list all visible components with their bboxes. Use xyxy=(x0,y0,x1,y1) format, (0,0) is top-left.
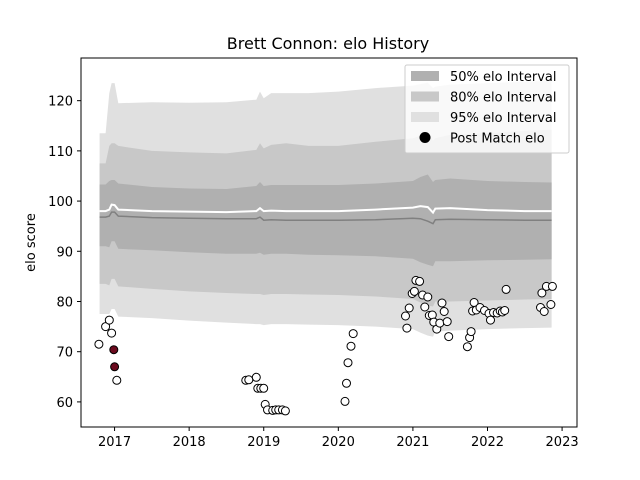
legend-band-swatch xyxy=(411,91,439,102)
post-match-elo-point xyxy=(259,383,269,393)
post-match-elo-point xyxy=(539,307,549,316)
y-tick-label: 70 xyxy=(56,346,73,361)
x-tick-label: 2019 xyxy=(247,435,280,450)
post-match-elo-point xyxy=(340,396,350,406)
post-match-elo-point xyxy=(346,341,356,351)
post-match-elo-point xyxy=(466,327,476,337)
post-match-elo-point xyxy=(342,378,351,388)
post-match-elo-point xyxy=(107,328,117,338)
post-match-elo-point xyxy=(110,362,120,372)
y-tick-label: 110 xyxy=(48,145,73,160)
y-axis-label: elo score xyxy=(24,213,39,272)
chart-title: Brett Connon: elo History xyxy=(227,34,429,53)
post-match-elo-point xyxy=(423,292,433,302)
x-tick-label: 2023 xyxy=(546,435,579,450)
post-match-elo-point xyxy=(486,315,495,325)
post-match-elo-point xyxy=(437,298,447,308)
post-match-elo-point xyxy=(401,311,410,321)
plot-frame xyxy=(80,57,578,428)
post-match-elo-point xyxy=(109,345,119,355)
post-match-elo-point xyxy=(435,318,445,328)
x-tick-label: 2020 xyxy=(322,435,355,450)
median-elo-line xyxy=(99,211,552,225)
post-match-elo-point xyxy=(409,286,419,296)
legend-label: 95% elo Interval xyxy=(450,111,557,126)
post-match-elo-point xyxy=(420,302,430,312)
y-tick-label: 90 xyxy=(56,245,73,260)
post-match-elo-point xyxy=(251,372,261,382)
post-match-elo-point xyxy=(547,281,557,291)
x-tick-label: 2021 xyxy=(396,435,429,450)
x-axis: 2017 2018 2019 2020 2021 2022 2023 xyxy=(98,427,579,450)
legend-box xyxy=(404,64,570,154)
legend: 50% elo Interval 80% elo Interval 95% elo … xyxy=(404,64,570,154)
legend-label: 50% elo Interval xyxy=(450,70,557,85)
post-match-elo-point xyxy=(402,323,412,333)
y-tick-label: 100 xyxy=(48,195,73,210)
post-match-elo-point xyxy=(94,339,104,349)
y-tick-label: 60 xyxy=(56,396,73,411)
post-match-elo-point xyxy=(244,375,254,385)
legend-label: 80% elo Interval xyxy=(450,91,557,106)
post-match-elo-point xyxy=(537,288,547,298)
post-match-elo-point xyxy=(343,358,353,368)
x-tick-label: 2022 xyxy=(471,435,504,450)
x-tick-label: 2018 xyxy=(173,435,206,450)
y-tick-label: 80 xyxy=(56,295,73,310)
y-axis: 60 70 80 90 100 110 120 xyxy=(48,95,81,411)
post-match-elo-point xyxy=(404,303,414,313)
x-tick-label: 2017 xyxy=(98,435,131,450)
post-match-elo-point xyxy=(546,300,556,309)
post-match-elo-point xyxy=(501,284,511,294)
post-match-elo-point xyxy=(280,406,290,416)
legend-marker-swatch xyxy=(419,132,431,143)
post-match-elo-point xyxy=(442,317,452,327)
post-match-elo-point xyxy=(439,307,449,316)
post-match-elo-point xyxy=(112,375,122,385)
post-match-elo-point xyxy=(348,329,358,339)
legend-band-swatch xyxy=(411,71,439,81)
mean-elo-line xyxy=(99,203,552,215)
legend-label: Post Match elo xyxy=(450,132,545,147)
legend-band-swatch xyxy=(411,112,439,122)
post-match-elo-point xyxy=(500,306,510,315)
post-match-elo-point xyxy=(462,342,472,352)
post-match-elo-point xyxy=(104,315,114,325)
post-match-elo-point xyxy=(415,276,425,286)
post-match-elo-point xyxy=(444,332,454,342)
y-tick-label: 120 xyxy=(48,95,73,110)
